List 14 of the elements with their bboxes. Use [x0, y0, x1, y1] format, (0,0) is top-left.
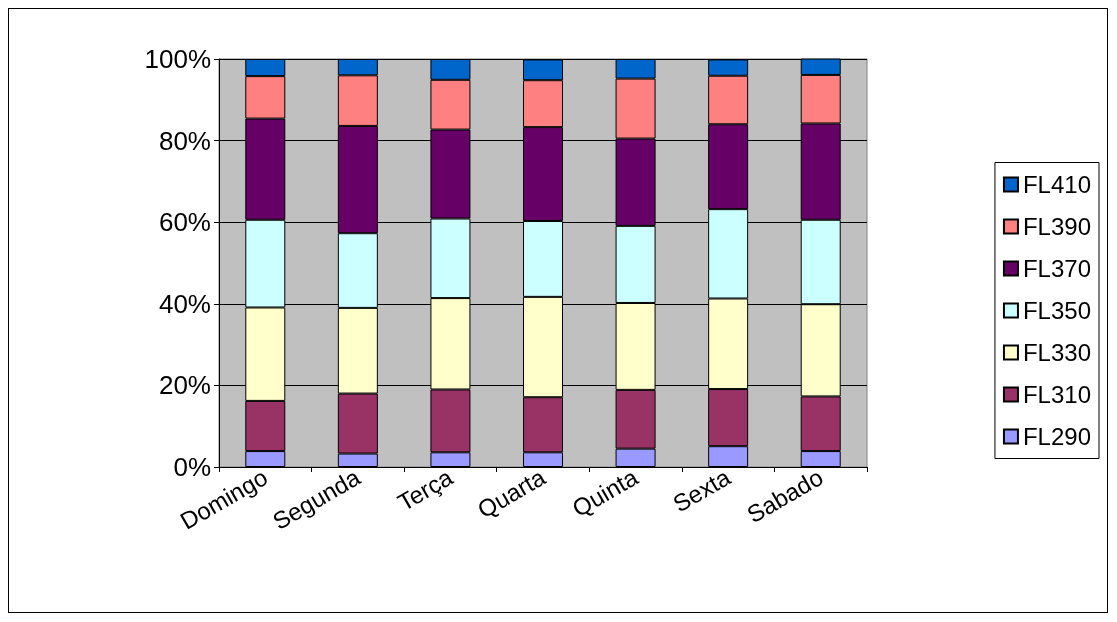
x-tick-label: Terça — [392, 462, 458, 517]
y-tick-label: 40% — [158, 288, 211, 319]
y-tick-label: 100% — [144, 44, 211, 74]
legend-label: FL390 — [1022, 213, 1092, 240]
y-tick-label: 60% — [158, 207, 211, 238]
y-tick-label: 20% — [158, 370, 211, 401]
x-tick-label: Sexta — [668, 462, 736, 518]
legend-label: FL410 — [1022, 171, 1092, 198]
legend-label: FL330 — [1022, 339, 1092, 366]
legend-label: FL290 — [1022, 423, 1092, 450]
legend-label: FL350 — [1022, 297, 1092, 324]
legend-label: FL370 — [1022, 255, 1092, 282]
y-tick-label: 80% — [158, 125, 211, 156]
legend-label: FL310 — [1022, 381, 1092, 408]
